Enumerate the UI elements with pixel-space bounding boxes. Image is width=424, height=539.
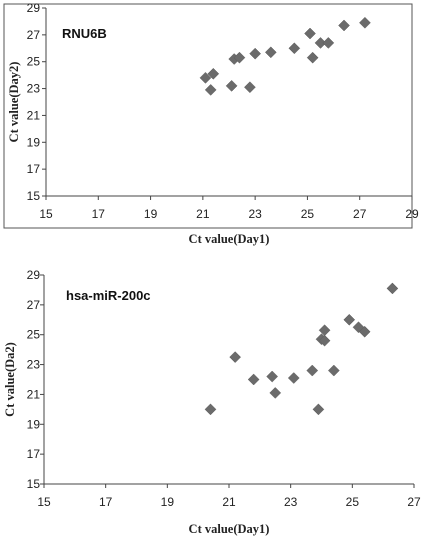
data-point [358,325,371,338]
data-point [386,282,399,295]
data-point [207,67,220,80]
data-point [204,403,217,416]
data-point [287,372,300,384]
y-tick-label: 27 [27,298,41,312]
data-point [312,403,325,416]
y-tick-label: 15 [27,189,41,203]
chart-frame [3,3,413,229]
data-point [204,84,217,96]
data-point [264,46,277,59]
data-point [288,42,301,55]
y-tick-label: 23 [27,82,41,96]
data-point [306,364,319,377]
data-point [314,37,327,49]
x-tick-label: 29 [405,207,419,221]
chart-panel-1: 15 17 19 21 23 25 27 29 15 17 19 21 23 25 27 Ct value(D… [3,268,421,536]
x-tick-label: 19 [161,495,175,509]
data-point [318,334,331,347]
data-point [199,71,212,84]
x-tick-label: 21 [222,495,236,509]
y-tick-label: 17 [27,162,41,176]
data-point [244,81,256,94]
y-tick-label: 17 [27,447,41,461]
y-tick-label: 19 [27,135,41,149]
data-point [269,387,282,399]
y-tick-label: 15 [27,477,41,491]
y-tick-label: 25 [27,328,41,342]
panel-label: RNU6B [62,26,107,41]
data-point [306,51,319,64]
x-axis-title: Ct value(Day1) [189,232,270,246]
data-point [266,370,279,383]
x-tick-label: 23 [284,495,298,509]
y-tick-label: 21 [27,387,41,401]
y-tick-label: 27 [27,28,41,42]
panel-label: hsa-miR-200c [66,288,151,303]
data-point [225,80,238,92]
x-tick-label: 15 [37,495,51,509]
y-tick-label: 25 [27,55,41,69]
data-point [229,351,242,363]
y-tick-label: 21 [27,108,41,122]
x-tick-label: 19 [144,207,158,221]
y-axis-title: Ct value(Day2) [7,62,21,143]
data-point [249,47,261,60]
x-tick-label: 25 [346,495,360,509]
data-point [338,19,350,32]
data-point [359,16,371,29]
x-tick-label: 23 [248,207,262,221]
x-tick-label: 21 [196,207,210,221]
y-tick-label: 29 [27,1,41,15]
x-tick-label: 27 [353,207,367,221]
y-axis-title: Ct value(Da2) [3,342,17,417]
x-tick-label: 27 [407,495,421,509]
data-point [343,313,356,326]
data-point [304,27,316,40]
y-tick-label: 19 [27,417,41,431]
data-point [233,51,246,64]
data-point [327,364,340,377]
chart-panel-0: 15 17 19 21 23 25 27 29 15 17 19 21 23 25 27 29 Ct value… [3,1,419,246]
x-tick-label: 15 [39,207,53,221]
x-axis-title: Ct value(Day1) [189,522,270,536]
data-point [318,324,331,337]
x-tick-label: 17 [99,495,113,509]
y-tick-label: 23 [27,358,41,372]
data-point [247,373,260,386]
data-point [322,37,335,49]
x-tick-label: 25 [301,207,315,221]
y-tick-label: 29 [27,268,41,282]
x-tick-label: 17 [92,207,106,221]
